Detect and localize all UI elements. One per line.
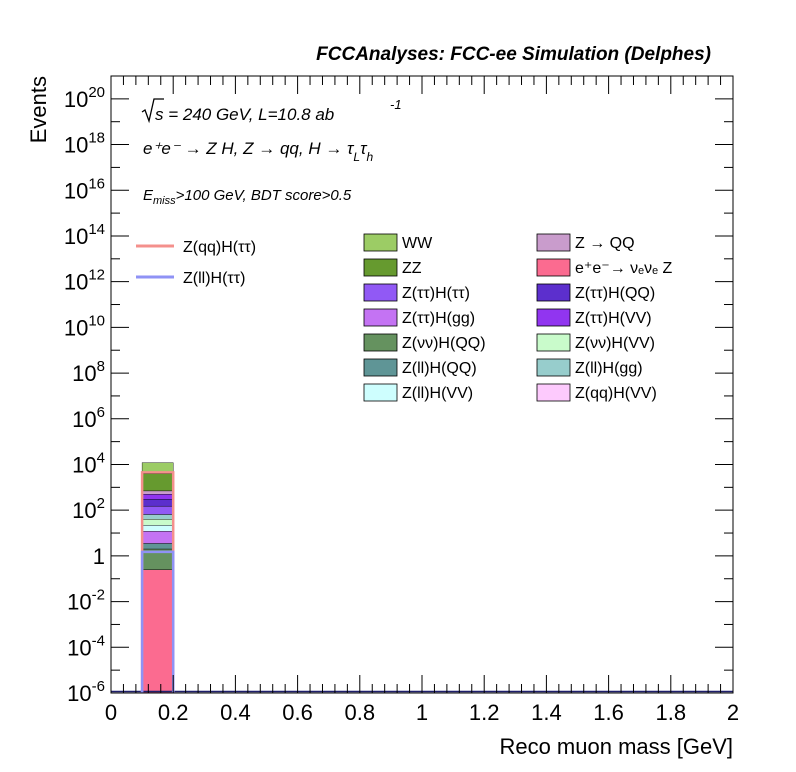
axes: 0 0.2 0.4 0.6 0.8 1 1.2 1.4 1.6 1.8 2 10-6 10-4 10-2 1… [64,75,739,725]
legend-label-col1: WW [402,235,433,252]
y-tick-label: 106 [72,404,105,432]
x-tick-label: 1.4 [531,700,562,725]
legend-label-col1: Z(ττ)H(gg) [402,310,475,327]
legend-label-col1: Z(ττ)H(ττ) [402,285,470,302]
x-tick-label: 1.8 [656,700,687,725]
energy-lumi-label: = 240 GeV, L=10.8 ab [164,105,335,124]
y-tick-label: 1016 [64,175,105,203]
cut-e-label: E [143,187,154,204]
legend-swatch-col1 [363,258,398,277]
legend-swatch-col2 [536,358,571,377]
cut-rest-label: >100 GeV, BDT score>0.5 [176,187,352,204]
legend-label-signal: Z(qq)H(ττ) [183,239,256,256]
process-label: e⁺e⁻ → Z H, Z → qq, H → τ [143,139,355,158]
legend-label-col2: Z(ττ)H(VV) [575,310,652,327]
x-tick-label: 0.4 [220,700,251,725]
legend-swatch-col2 [536,308,571,327]
x-tick-label: 0.6 [282,700,313,725]
stack-bar-6 [141,514,174,520]
stack-bar-2 [141,543,174,550]
legend-swatch-col1 [363,233,398,252]
x-tick-label: 0.2 [158,700,189,725]
svg-text:s = 240 GeV, L=10.8 ab: s = 240 GeV, L=10.8 ab [155,105,334,124]
x-tick-label: 1.2 [469,700,500,725]
svg-text:e⁺e⁻ → Z H, Z → qq, H → τLτh: e⁺e⁻ → Z H, Z → qq, H → τLτh [143,139,373,164]
legend-label-col1: Z(ll)H(QQ) [402,360,477,377]
x-tick-label: 1 [416,700,428,725]
legend-label-col2: Z(ττ)H(QQ) [575,285,655,302]
legend-label-col2: e⁺e⁻→ νₑνₑ Z [575,260,672,277]
y-tick-label: 1 [93,544,105,569]
legend-swatch-col1 [363,308,398,327]
y-tick-label: 104 [72,449,105,477]
x-tick-label: 2 [727,700,739,725]
legend-swatch-col2 [536,383,571,402]
y-tick-label: 1018 [64,130,105,158]
legend-label-col2: Z(ll)H(gg) [575,360,643,377]
legend-swatch-col1 [363,333,398,352]
stack-bar-11 [141,473,174,492]
stack-bar-4 [141,525,174,532]
stack-bar-5 [141,519,174,526]
stack-bar-3 [141,531,174,544]
signal-hist-1 [140,550,175,693]
y-tick-label: 102 [72,495,105,523]
lumi-exponent: -1 [390,97,402,112]
legend-swatch-col2 [536,258,571,277]
y-tick-label: 1010 [64,312,105,340]
annotation-energy: s = 240 GeV, L=10.8 ab -1 [141,97,402,124]
legend-swatch-col2 [536,333,571,352]
legend-label-col2: Z → QQ [575,235,635,252]
y-tick-label: 10-6 [67,678,105,706]
y-tick-label: 108 [72,358,105,386]
stack-bar-9 [141,494,174,500]
legend-label-col1: ZZ [402,260,422,277]
cut-subscript: miss [153,195,176,207]
x-tick-label: 0.8 [345,700,376,725]
legend-label-col2: Z(νν)H(VV) [575,335,655,352]
legend-label-col2: Z(qq)H(VV) [575,385,657,402]
plot-area [111,462,733,694]
chart-title: FCCAnalyses: FCC-ee Simulation (Delphes) [316,44,711,65]
y-tick-label: 1014 [64,221,105,249]
annotation-cut: Emiss>100 GeV, BDT score>0.5 [143,187,352,207]
y-tick-label: 1012 [64,267,105,295]
legend-label-col1: Z(ll)H(VV) [402,385,473,402]
stack-bar-10 [141,490,174,495]
tau-subscript-1: L [353,150,360,164]
legend: Z(qq)H(ττ) Z(ll)H(ττ) WW ZZ Z(ττ)H(ττ) Z(ττ)H… [136,233,672,402]
annotation-process: e⁺e⁻ → Z H, Z → qq, H → τLτh [143,139,373,164]
sqrt-s-label: s [155,105,164,124]
x-tick-label: 0 [105,700,117,725]
x-tick-label: 1.6 [593,700,624,725]
legend-swatch-col2 [536,283,571,302]
stack-bar-8 [141,499,174,507]
legend-swatch-col1 [363,383,398,402]
y-tick-label: 10-2 [67,587,105,615]
y-tick-label: 10-4 [67,632,105,660]
svg-text:Emiss>100 GeV, BDT score>0.5: Emiss>100 GeV, BDT score>0.5 [143,187,352,207]
stack-bar-7 [141,505,174,515]
y-axis-label: Events [26,76,51,143]
tau-subscript-2: h [366,150,373,164]
y-tick-label: 1020 [64,84,105,112]
x-axis-label: Reco muon mass [GeV] [499,734,733,759]
legend-label-signal: Z(ll)H(ττ) [183,270,245,287]
sqrt-symbol [141,98,164,124]
legend-label-col1: Z(νν)H(QQ) [402,335,486,352]
legend-swatch-col2 [536,233,571,252]
stack-bar-0 [141,569,174,694]
legend-swatch-col1 [363,283,398,302]
legend-swatch-col1 [363,358,398,377]
tau-second: τ [360,139,368,158]
